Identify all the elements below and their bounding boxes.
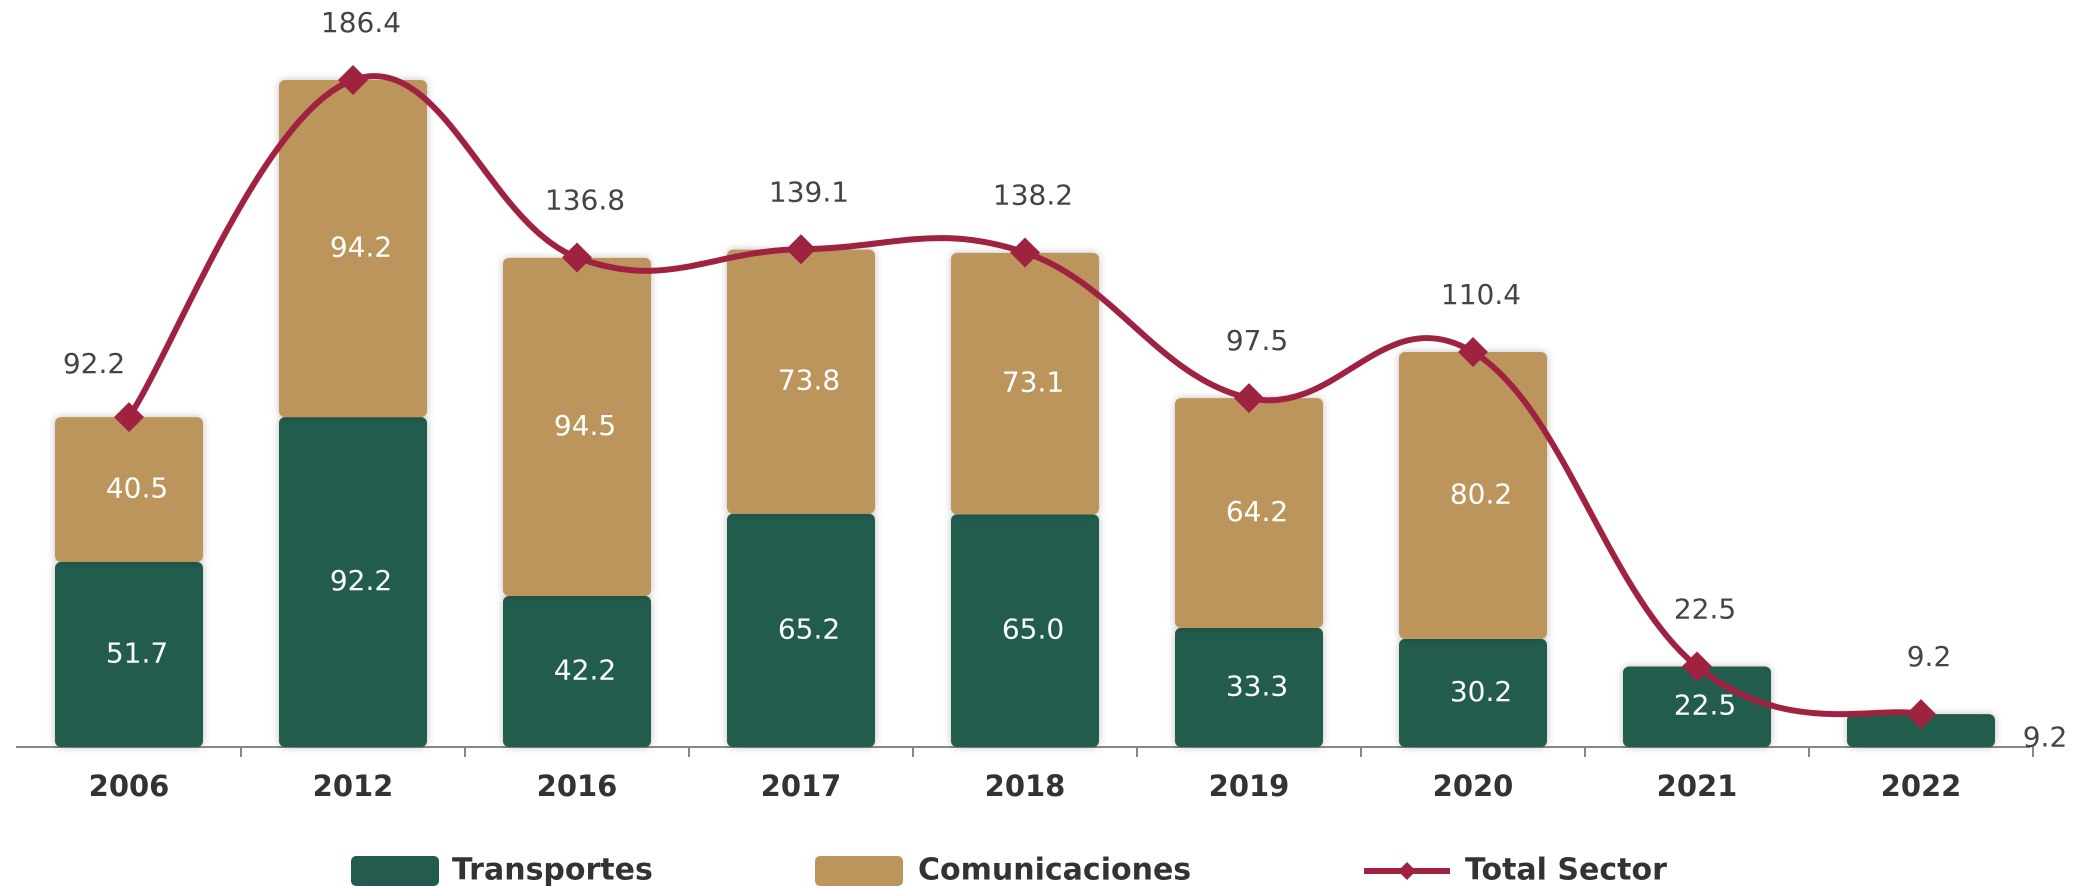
legend-label: Transportes <box>452 853 653 888</box>
bar-segment <box>279 80 427 418</box>
x-tick-label: 2021 <box>1657 769 1738 803</box>
total-marker <box>786 234 816 265</box>
legend-swatch <box>815 856 903 886</box>
bar-segment <box>1175 398 1323 628</box>
bar-segment <box>1623 666 1771 747</box>
legend-label: Comunicaciones <box>918 853 1191 888</box>
segment-label: 42.2 <box>554 653 616 686</box>
total-label: 92.2 <box>63 347 125 380</box>
segment-label: 65.2 <box>778 612 840 645</box>
x-tick-label: 2016 <box>537 769 618 803</box>
bar-segment <box>951 514 1099 747</box>
x-tick-label: 2012 <box>313 769 394 803</box>
legend-swatch <box>351 856 439 886</box>
segment-label: 30.2 <box>1450 675 1512 708</box>
bar-segment <box>1847 714 1995 747</box>
total-label: 110.4 <box>1441 278 1521 311</box>
x-tick-label: 2019 <box>1209 769 1290 803</box>
bar-segment <box>951 252 1099 515</box>
bar-segment <box>727 513 875 747</box>
bar-segment <box>503 257 651 596</box>
segment-label: 64.2 <box>1226 495 1288 528</box>
bar-segment <box>727 249 875 514</box>
segment-label: 40.5 <box>106 472 168 505</box>
segment-label: 9.2 <box>2023 721 2068 754</box>
segment-label: 80.2 <box>1450 477 1512 510</box>
bar-segment <box>279 417 427 747</box>
segment-label: 22.5 <box>1674 689 1736 722</box>
legend-marker <box>1398 862 1416 880</box>
total-marker <box>562 242 592 273</box>
bar-segment <box>55 562 203 747</box>
total-label: 136.8 <box>545 183 625 216</box>
segment-label: 73.1 <box>1002 366 1064 399</box>
total-label: 9.2 <box>1907 640 1952 673</box>
x-tick-label: 2018 <box>985 769 1066 803</box>
total-marker <box>114 402 144 433</box>
segment-label: 51.7 <box>106 637 168 670</box>
legend-label: Total Sector <box>1465 853 1667 888</box>
x-tick-label: 2017 <box>761 769 842 803</box>
segment-label: 33.3 <box>1226 669 1288 702</box>
segment-label: 94.5 <box>554 409 616 442</box>
total-marker <box>1010 237 1040 268</box>
bar-segment <box>55 417 203 563</box>
bar-segment <box>1175 627 1323 747</box>
bar-segment <box>1399 351 1547 639</box>
segment-label: 92.2 <box>330 564 392 597</box>
total-marker <box>1682 651 1712 682</box>
total-label: 22.5 <box>1674 592 1736 625</box>
total-marker <box>1906 699 1936 730</box>
segment-label: 73.8 <box>778 364 840 397</box>
total-marker <box>338 65 368 95</box>
x-tick-label: 2020 <box>1433 769 1514 803</box>
total-marker <box>1234 383 1264 414</box>
x-tick-label: 2006 <box>89 769 170 803</box>
total-label: 186.4 <box>321 6 401 39</box>
total-marker <box>1458 336 1488 367</box>
x-tick-label: 2022 <box>1881 769 1962 803</box>
bar-segment <box>503 595 651 747</box>
segment-label: 65.0 <box>1002 613 1064 646</box>
bar-segment <box>1399 638 1547 747</box>
total-label: 97.5 <box>1226 324 1288 357</box>
segment-label: 94.2 <box>330 231 392 264</box>
total-label: 139.1 <box>769 175 849 208</box>
total-label: 138.2 <box>993 178 1073 211</box>
